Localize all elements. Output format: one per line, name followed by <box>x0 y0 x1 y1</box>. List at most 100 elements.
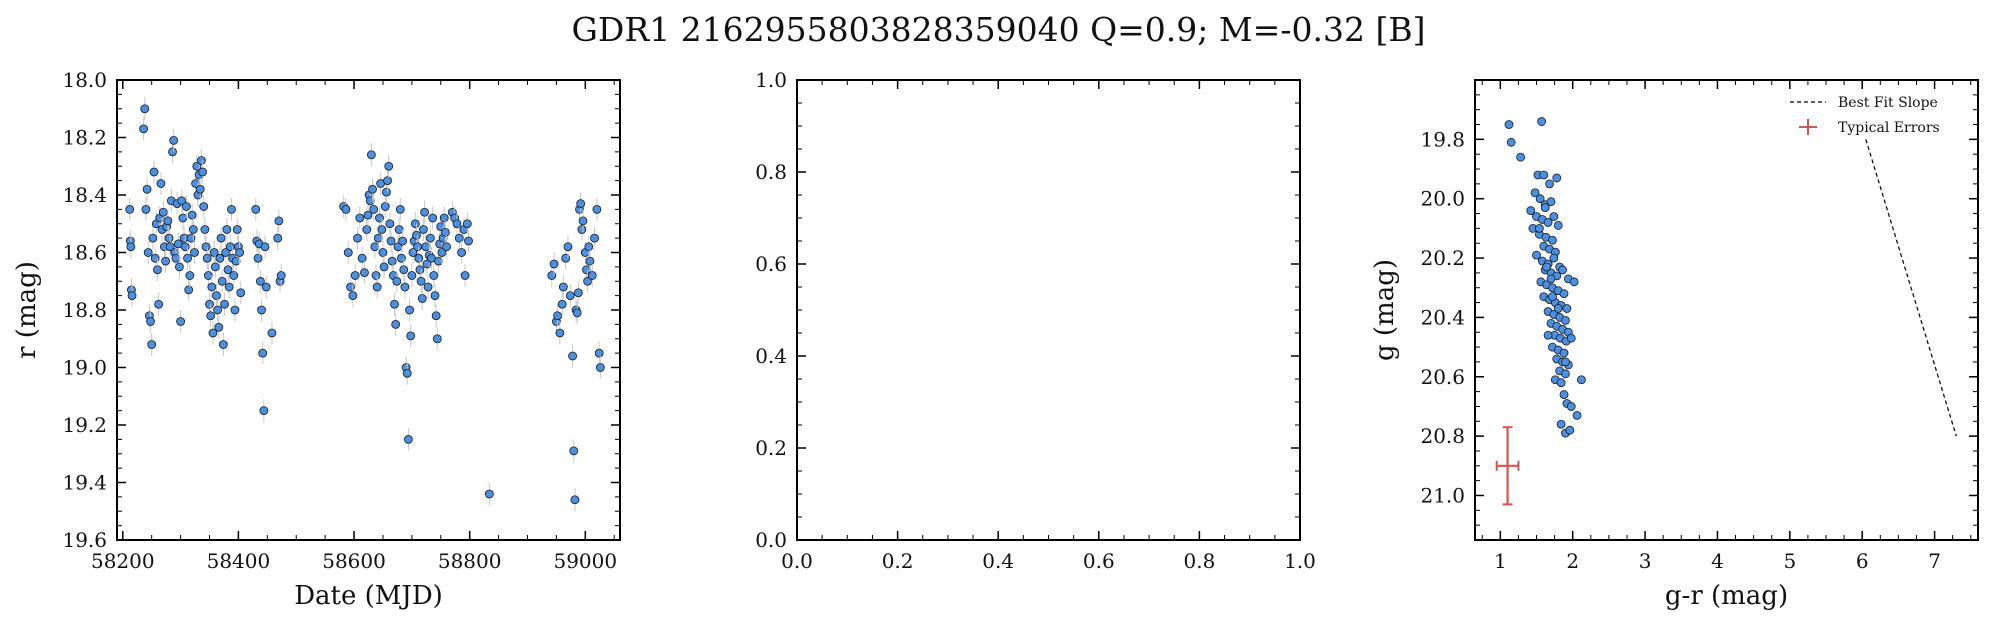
data-point <box>1530 188 1540 198</box>
data-point <box>414 253 424 263</box>
data-point <box>452 219 462 229</box>
data-point <box>577 225 587 234</box>
y-tick-label: 0.2 <box>755 436 787 460</box>
data-point <box>410 219 420 229</box>
data-point <box>276 271 286 280</box>
data-point <box>1561 369 1570 379</box>
data-point <box>215 253 225 263</box>
data-point <box>1526 206 1536 215</box>
data-point <box>360 268 369 278</box>
data-point <box>210 262 220 272</box>
x-tick-label: 0.0 <box>781 549 813 573</box>
data-point <box>1542 262 1552 272</box>
data-point <box>573 288 583 298</box>
y-tick-label: 19.6 <box>62 528 107 552</box>
data-point <box>582 265 591 275</box>
y-tick-label: 20.6 <box>1420 365 1465 389</box>
data-point <box>208 328 218 338</box>
data-point <box>563 242 573 252</box>
data-point <box>362 225 372 234</box>
data-point <box>432 334 442 344</box>
y-tick-label: 0.0 <box>755 528 787 552</box>
data-point <box>203 271 213 280</box>
data-point <box>1566 333 1576 343</box>
data-point <box>420 207 429 217</box>
data-point <box>484 489 494 499</box>
data-point <box>399 265 409 275</box>
x-tick-label: 3 <box>1639 549 1652 573</box>
x-axis-label: g-r (mag) <box>1665 581 1788 611</box>
data-point <box>565 291 575 301</box>
data-point <box>592 204 602 214</box>
x-axis-label: Date (MJD) <box>294 581 443 611</box>
data-point <box>437 248 447 257</box>
data-point <box>378 248 388 257</box>
y-tick-label: 20.0 <box>1420 187 1465 211</box>
data-point <box>415 265 425 275</box>
data-point <box>156 179 166 188</box>
data-point <box>460 271 470 280</box>
x-tick-label: 58400 <box>207 549 271 573</box>
data-point <box>227 204 236 214</box>
data-point <box>1559 348 1569 358</box>
panel-empty: 0.0 0.2 0.4 0.6 0.8 1.0 0.0 0.2 0.4 0.6 0.8 1.0 <box>755 68 1316 573</box>
data-point <box>383 176 392 186</box>
data-point <box>408 248 418 257</box>
data-point <box>163 216 173 226</box>
y-tick-label: 21.0 <box>1420 483 1465 507</box>
data-point <box>153 265 162 275</box>
data-point <box>235 248 244 257</box>
data-point <box>390 299 399 309</box>
data-point <box>230 305 240 315</box>
data-point <box>343 248 353 257</box>
data-point <box>391 319 401 329</box>
data-point <box>1561 357 1570 367</box>
data-point <box>1552 173 1562 183</box>
data-point <box>127 291 137 301</box>
data-point <box>149 167 159 177</box>
data-point <box>198 167 207 177</box>
data-point <box>568 351 577 361</box>
data-point <box>142 184 152 194</box>
data-point <box>590 233 599 243</box>
x-tick-label: 0.4 <box>982 549 1014 573</box>
y-tick-label: 19.4 <box>62 471 107 495</box>
data-point <box>366 150 376 160</box>
data-point <box>578 216 588 226</box>
data-point <box>224 282 234 292</box>
data-point <box>1553 304 1563 313</box>
axes-frame <box>116 79 621 541</box>
x-tick-label: 58600 <box>322 549 386 573</box>
data-point <box>355 213 365 223</box>
data-point <box>384 161 394 171</box>
data-point <box>1576 375 1586 385</box>
axes-frame <box>1474 79 1979 541</box>
data-point <box>231 256 241 266</box>
data-point <box>439 213 449 223</box>
data-point <box>158 207 168 217</box>
data-point <box>557 299 567 309</box>
data-point <box>576 199 586 209</box>
data-point <box>202 253 212 263</box>
legend-label: Typical Errors <box>1838 120 1940 136</box>
data-point <box>164 233 174 243</box>
data-point <box>431 311 441 321</box>
x-tick-label: 7 <box>1928 549 1941 573</box>
data-point <box>357 253 367 263</box>
data-point <box>1559 289 1569 299</box>
data-point <box>1556 419 1566 429</box>
data-point <box>222 225 232 234</box>
y-axis-label: g (mag) <box>1370 259 1400 361</box>
data-point <box>1540 203 1550 213</box>
data-point <box>139 124 148 134</box>
data-point <box>595 363 605 372</box>
data-point <box>214 322 224 332</box>
x-tick-label: 0.8 <box>1183 549 1215 573</box>
data-point <box>184 285 194 295</box>
data-point <box>398 236 408 246</box>
data-point <box>1545 179 1554 189</box>
y-tick-label: 18.0 <box>62 68 107 92</box>
data-point <box>220 299 229 309</box>
data-point <box>462 219 472 229</box>
data-point <box>1516 152 1525 162</box>
